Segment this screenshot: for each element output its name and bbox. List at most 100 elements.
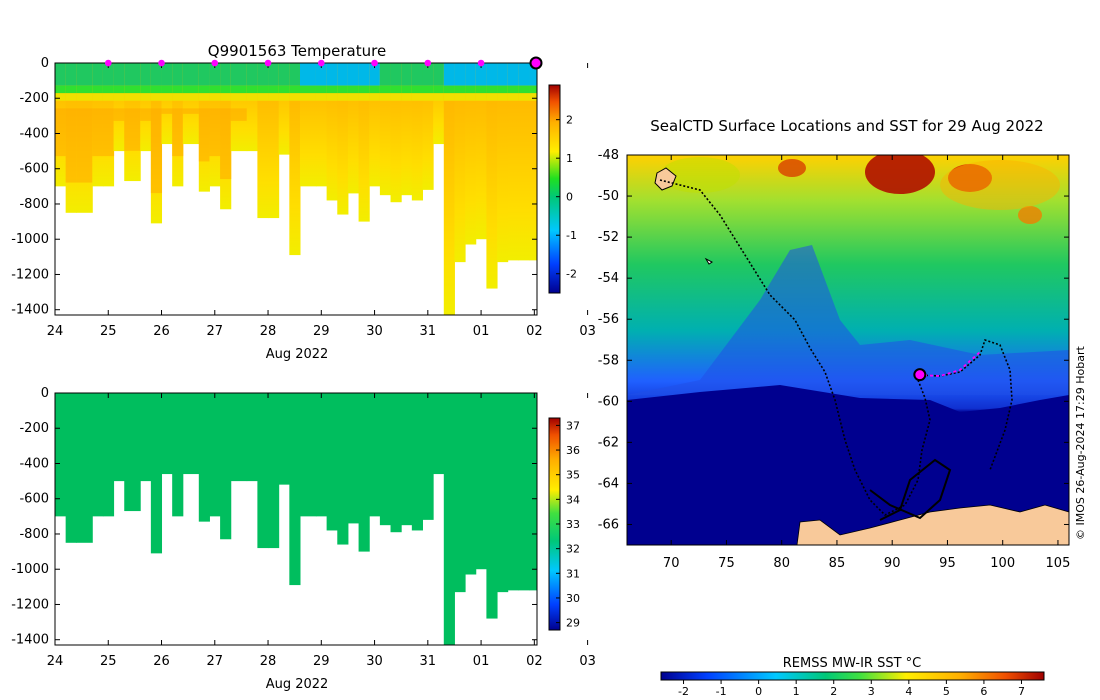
y-tick-label: -1400 — [11, 633, 49, 648]
sst-colorbar-tick-label: 1 — [793, 685, 800, 698]
salinity-profile-column — [465, 393, 477, 575]
map-y-tick-label: -64 — [598, 476, 619, 491]
temperature-x-ticks: 24 25 26 27 28 29 30 31 01 02 03 — [47, 63, 596, 339]
x-tick-label: 26 — [153, 654, 170, 669]
temperature-xlabel: Aug 2022 — [266, 347, 329, 362]
temperature-profile-column — [268, 63, 280, 219]
salinity-profile-column — [299, 393, 317, 517]
colorbar-tick-label: 2 — [566, 114, 573, 127]
y-tick-label: -1200 — [11, 267, 49, 282]
seal-track-outbound — [659, 179, 931, 516]
salinity-profile-column — [347, 393, 360, 524]
colorbar-tick-label: 1 — [566, 152, 573, 165]
x-tick-label: 30 — [366, 324, 383, 339]
y-tick-label: -400 — [19, 456, 49, 471]
salinity-profile-column — [124, 393, 141, 512]
heard-island — [704, 257, 713, 265]
salinity-profile-column — [401, 393, 413, 526]
temperature-profile-column — [358, 63, 370, 222]
salinity-profile-column — [182, 393, 200, 475]
salinity-profile-column — [315, 393, 328, 517]
x-tick-label: 01 — [473, 324, 490, 339]
sst-cold-south — [627, 385, 1069, 545]
x-tick-label: 25 — [100, 324, 117, 339]
recent-positions — [917, 351, 981, 377]
salinity-profile-column — [433, 393, 445, 475]
salinity-profile-column — [358, 393, 370, 552]
temperature-profile-column — [507, 63, 519, 261]
sst-colorbar-tick-label: 7 — [1018, 685, 1025, 698]
salinity-profile-column — [92, 393, 104, 517]
temperature-colorbar-ticks: 2 1 0 -1 -2 — [556, 114, 577, 281]
x-tick-label: 03 — [579, 654, 596, 669]
map-x-tick-label: 100 — [990, 556, 1015, 571]
salinity-profile-column — [379, 393, 392, 526]
antarctic-coast — [796, 504, 1069, 545]
x-tick-label: 25 — [100, 654, 117, 669]
y-tick-label: -200 — [19, 91, 49, 106]
temperature-profile-column — [411, 63, 423, 201]
salinity-axes-frame — [54, 392, 538, 646]
y-tick-label: -200 — [19, 421, 49, 436]
salinity-profile-column — [161, 393, 173, 475]
map-x-ticks: 70 75 80 85 90 95 100 105 — [663, 155, 1070, 571]
sst-colorbar — [660, 671, 1045, 681]
x-tick-label: 29 — [313, 324, 330, 339]
salinity-profile-column — [102, 393, 115, 517]
salinity-xlabel: Aug 2022 — [266, 677, 329, 692]
temperature-profile-column — [299, 63, 317, 187]
colorbar-tick-label: 32 — [566, 543, 580, 556]
x-tick-label: 28 — [260, 324, 277, 339]
temperature-profile-column — [150, 63, 163, 224]
temperature-colorbar — [548, 84, 561, 294]
colorbar-tick-label: 34 — [566, 493, 580, 506]
x-tick-label: 03 — [579, 324, 596, 339]
salinity-profile-column — [198, 393, 210, 522]
temperature-profile-column — [518, 63, 530, 261]
temperature-profile-column — [209, 63, 221, 187]
temperature-profile-column — [529, 63, 537, 261]
salinity-profile-column — [55, 393, 67, 517]
sst-warm-patch — [948, 164, 992, 192]
colorbar-tick-label: 33 — [566, 518, 580, 531]
y-tick-label: -600 — [19, 492, 49, 507]
salinity-columns — [55, 393, 537, 645]
temperature-profile-column — [347, 63, 360, 194]
colorbar-tick-label: -1 — [566, 229, 577, 242]
temperature-profile-column — [55, 63, 67, 187]
map-y-ticks: -48 -50 -52 -54 -56 -58 -60 -62 -64 -66 — [598, 148, 1069, 532]
temperature-profile-column — [390, 63, 402, 203]
x-tick-label: 30 — [366, 654, 383, 669]
y-tick-label: 0 — [41, 386, 49, 401]
salinity-profile-column — [257, 393, 269, 549]
temperature-profile-column — [102, 63, 115, 187]
y-tick-label: -800 — [19, 527, 49, 542]
sst-warm-core — [865, 155, 935, 194]
sst-colorbar-tick-label: -2 — [678, 685, 689, 698]
temperature-axes-frame — [54, 62, 538, 316]
salinity-profile-column — [497, 393, 509, 593]
salinity-profile-column — [278, 393, 290, 485]
sst-warm-patch — [1018, 206, 1042, 224]
map-y-tick-label: -50 — [598, 189, 619, 204]
salinity-profile-column — [172, 393, 184, 517]
sst-warm-patch — [940, 160, 1060, 210]
temperature-profile-column — [454, 63, 466, 263]
surface-marker — [424, 59, 432, 67]
salinity-profile-column — [65, 393, 77, 543]
temperature-columns — [55, 63, 537, 315]
map-x-tick-label: 75 — [718, 556, 735, 571]
temperature-y-ticks: 0 -200 -400 -600 -800 -1000 -1200 -1400 — [11, 56, 537, 318]
temperature-profile-column — [124, 63, 141, 182]
temperature-profile-column — [315, 63, 328, 187]
sst-cold-tongue — [627, 245, 1069, 395]
salinity-profile-column — [529, 393, 537, 591]
salinity-profile-column — [140, 393, 152, 482]
temperature-profile-column — [401, 63, 413, 196]
salinity-profile-column — [390, 393, 402, 533]
map-axes-frame — [626, 154, 1070, 546]
temperature-profile-column — [246, 63, 258, 152]
temperature-panel: Q9901563 Temperature 0 -200 -400 -600 -800 -1… — [11, 42, 596, 362]
surface-marker — [104, 59, 112, 67]
seal-track-loop — [917, 338, 1013, 471]
